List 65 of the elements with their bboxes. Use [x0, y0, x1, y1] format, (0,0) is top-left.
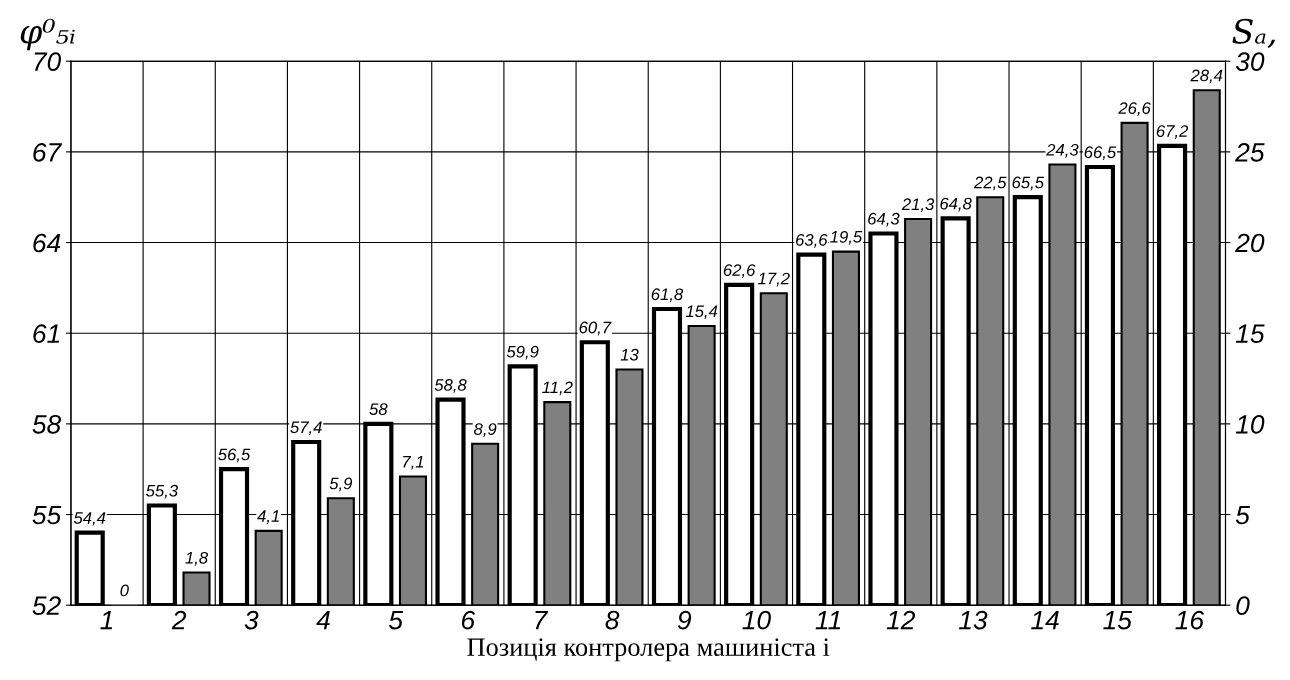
- data-label: 54,4: [73, 512, 106, 526]
- x-tick-label: 13: [958, 610, 988, 630]
- data-label: 21,3: [901, 198, 935, 213]
- data-label: 24,3: [1046, 143, 1079, 158]
- x-tick-label: 15: [1103, 611, 1132, 630]
- y-axis-title: φ⁰₅ᵢ: [20, 18, 75, 51]
- data-label: 26,6: [1118, 102, 1151, 116]
- y-tick-label: 58: [32, 415, 62, 434]
- y2-tick-label: 25: [1235, 143, 1265, 162]
- x-tick-label: 16: [1175, 610, 1205, 630]
- data-label: 4,1: [257, 510, 279, 524]
- x-tick-label: 12: [886, 610, 916, 630]
- data-label: 63,6: [796, 233, 828, 248]
- x-tick-label: 7: [535, 611, 549, 630]
- y2-tick-label: 0: [1236, 596, 1250, 616]
- data-label: 55,3: [146, 484, 178, 499]
- data-label: 64,8: [940, 197, 972, 212]
- data-label: 57,4: [290, 421, 322, 436]
- data-label: 1,8: [185, 551, 208, 566]
- y2-tick-label: 5: [1235, 505, 1250, 525]
- data-label: 62,6: [723, 264, 756, 278]
- data-label: 66,5: [1084, 146, 1117, 161]
- data-label: 61,8: [651, 288, 684, 303]
- data-label: 28,4: [1190, 69, 1223, 84]
- y2-tick-label: 10: [1235, 415, 1265, 434]
- x-tick-label: 9: [677, 610, 692, 630]
- data-label: 5,9: [329, 477, 353, 492]
- x-tick-label: 6: [461, 610, 476, 630]
- data-label: 58,8: [434, 379, 467, 393]
- y-tick-label: 64: [33, 233, 61, 253]
- data-label: 64,3: [868, 212, 900, 227]
- y-tick-label: 52: [32, 596, 61, 616]
- y2-tick-label: 15: [1235, 324, 1265, 344]
- data-label: 58: [369, 403, 388, 416]
- x-tick-label: 11: [815, 611, 841, 630]
- x-axis-title: Позиція контролера машиніста i: [467, 638, 830, 662]
- y2-tick-label: 20: [1235, 233, 1265, 253]
- data-label: 67,2: [1156, 125, 1189, 139]
- y2-axis-title: Sₐ,: [1232, 18, 1276, 48]
- data-label: 0: [120, 584, 129, 597]
- x-tick-label: 2: [171, 610, 187, 630]
- x-tick-label: 5: [388, 611, 404, 630]
- y-tick-label: 70: [34, 52, 62, 72]
- y-tick-label: 67: [33, 143, 63, 162]
- data-label: 7,1: [403, 455, 424, 470]
- data-label: 17,2: [758, 272, 790, 287]
- data-label: 56,5: [218, 448, 251, 463]
- x-tick-label: 8: [605, 610, 620, 630]
- y-tick-label: 55: [32, 505, 62, 525]
- data-label: 11,2: [542, 381, 573, 396]
- x-tick-label: 4: [316, 611, 330, 630]
- data-label: 19,5: [830, 230, 863, 245]
- x-tick-label: 10: [742, 610, 771, 630]
- data-label: 59,9: [506, 345, 539, 360]
- y-tick-label: 61: [33, 324, 59, 344]
- data-label: 60,7: [579, 321, 612, 336]
- data-label: 65,5: [1012, 176, 1045, 191]
- data-label: 13: [620, 348, 639, 361]
- data-label: 22,5: [973, 176, 1007, 191]
- y2-tick-label: 30: [1235, 52, 1265, 72]
- x-tick-label: 3: [244, 610, 259, 630]
- data-label: 8,9: [474, 423, 497, 437]
- data-label: 15,4: [685, 305, 718, 320]
- x-tick-label: 14: [1031, 611, 1059, 630]
- x-tick-label: 1: [100, 611, 113, 630]
